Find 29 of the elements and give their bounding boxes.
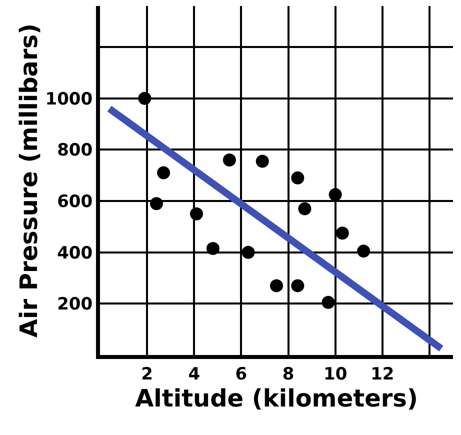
- x-axis-title: Altitude (kilometers): [135, 384, 418, 412]
- point: [150, 197, 163, 210]
- y-axis-title: Air Pressure (millibars): [14, 23, 43, 338]
- y-tick-label: 400: [57, 243, 93, 264]
- point: [190, 207, 203, 220]
- point: [138, 92, 152, 105]
- point: [270, 279, 283, 292]
- point: [322, 296, 335, 309]
- point: [256, 154, 269, 168]
- point: [291, 279, 304, 292]
- x-tick-label: 4: [188, 364, 200, 384]
- point: [206, 242, 220, 255]
- point: [336, 226, 349, 240]
- point: [328, 188, 342, 202]
- point: [157, 166, 170, 180]
- x-tick-label: 10: [323, 364, 348, 384]
- x-tick-label: 12: [370, 364, 394, 384]
- y-tick-label: 1000: [45, 89, 93, 110]
- x-tick-label: 2: [141, 364, 153, 384]
- point: [222, 153, 236, 166]
- point: [291, 171, 304, 184]
- x-tick-label: 6: [235, 364, 248, 384]
- x-tick-label: 8: [282, 364, 294, 384]
- point: [242, 246, 255, 259]
- y-tick-label: 600: [57, 192, 93, 212]
- y-tick-label: 800: [57, 140, 93, 161]
- point: [298, 202, 312, 216]
- point: [357, 244, 370, 258]
- y-tick-label: 200: [57, 294, 93, 315]
